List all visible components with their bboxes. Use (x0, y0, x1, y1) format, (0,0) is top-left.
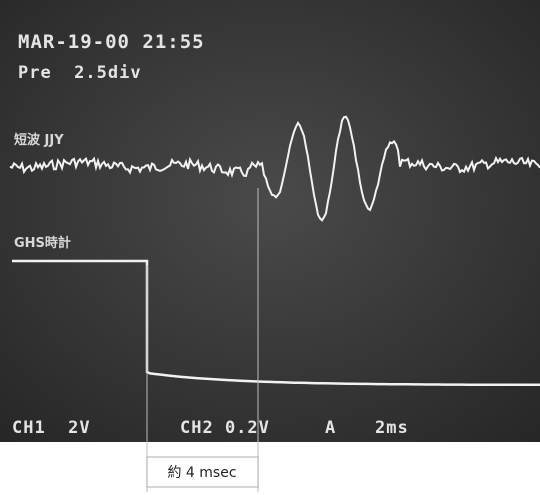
date-time: MAR-19-00 21:55 (18, 31, 205, 53)
page: MAR-19-00 21:55 Pre 2.5div 短波 JJY GHS時計 … (0, 0, 540, 495)
trace-label: 短波 JJY (14, 132, 64, 148)
figure: MAR-19-00 21:55 Pre 2.5div 短波 JJY GHS時計 … (0, 0, 540, 495)
trace-label: GHS時計 (14, 235, 71, 251)
trigger-setting: Pre 2.5div (18, 63, 142, 83)
mode: A (325, 418, 336, 438)
timebase: 2ms (375, 418, 409, 438)
ch1-setting: CH1 2V (12, 418, 91, 438)
ch2-setting: CH2 0.2V (180, 418, 270, 438)
annotation-label: 約 4 msec (167, 465, 236, 481)
